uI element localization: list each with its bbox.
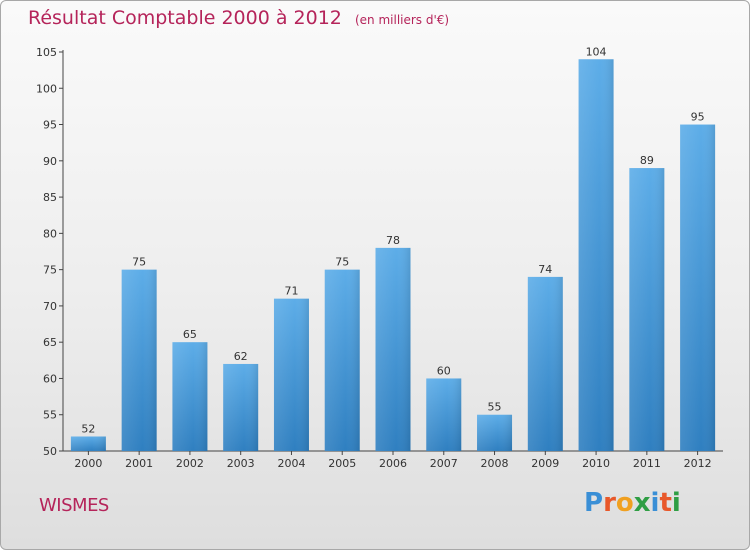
logo-letter: o — [615, 488, 634, 518]
logo-letter: i — [650, 488, 660, 518]
bar-shade — [223, 363, 259, 451]
data-label: 75 — [132, 256, 146, 269]
bar-shade — [629, 168, 665, 451]
bar-shade — [121, 269, 157, 451]
data-labels: 2000 52 2001 75 2002 65 2003 62 2004 71 2005 75 2006… — [74, 45, 711, 470]
x-tick-label: 2008 — [481, 457, 509, 470]
bar-shade — [578, 59, 614, 451]
x-tick-label: 2005 — [328, 457, 356, 470]
chart-title: Résultat Comptable 2000 à 2012 — [28, 7, 342, 29]
y-tick-label: 105 — [36, 46, 57, 59]
y-tick-label: 55 — [43, 409, 57, 422]
data-label: 60 — [437, 364, 451, 377]
logo-letter: i — [671, 488, 681, 518]
data-label: 65 — [183, 328, 197, 341]
bar-shade — [273, 298, 309, 451]
bar-shade — [477, 414, 513, 451]
y-tick-label: 75 — [43, 264, 57, 277]
y-tick-label: 100 — [36, 82, 57, 95]
data-label: 95 — [691, 111, 705, 124]
y-tick-label: 65 — [43, 336, 57, 349]
y-tick-label: 95 — [43, 119, 57, 132]
x-tick-label: 2006 — [379, 457, 407, 470]
x-tick-label: 2007 — [430, 457, 458, 470]
data-label: 104 — [586, 45, 607, 58]
data-label: 52 — [81, 422, 95, 435]
logo-letter: x — [633, 488, 651, 518]
bar-shade — [324, 269, 360, 451]
bar-shade — [426, 378, 462, 451]
x-tick-label: 2003 — [227, 457, 255, 470]
data-label: 75 — [335, 256, 349, 269]
data-label: 62 — [234, 350, 248, 363]
bar-shade — [375, 247, 411, 451]
data-label: 89 — [640, 154, 654, 167]
y-tick-label: 70 — [43, 300, 57, 313]
bar-shade — [527, 276, 563, 451]
proxiti-logo: Proxiti — [584, 488, 681, 518]
data-label: 78 — [386, 234, 400, 247]
logo-letter: P — [584, 488, 604, 518]
data-label: 55 — [488, 401, 502, 414]
bar-shade — [172, 342, 208, 451]
x-tick-label: 2011 — [633, 457, 661, 470]
x-tick-label: 2009 — [531, 457, 559, 470]
x-tick-label: 2010 — [582, 457, 610, 470]
y-tick-label: 90 — [43, 155, 57, 168]
data-label: 74 — [538, 263, 552, 276]
logo-letter: r — [603, 488, 616, 518]
title-row: Résultat Comptable 2000 à 2012 (en milli… — [28, 7, 449, 29]
x-tick-label: 2001 — [125, 457, 153, 470]
y-tick-label: 60 — [43, 372, 57, 385]
logo-letter: t — [659, 488, 672, 518]
y-tick-label: 85 — [43, 191, 57, 204]
x-tick-label: 2004 — [277, 457, 305, 470]
y-tick-label: 50 — [43, 445, 57, 458]
bars — [70, 59, 716, 451]
bar-shade — [70, 436, 106, 451]
x-tick-label: 2000 — [74, 457, 102, 470]
bar-shade — [680, 124, 716, 451]
place-name: WISMES — [39, 495, 109, 516]
x-tick-label: 2002 — [176, 457, 204, 470]
chart-subtitle: (en milliers d'€) — [354, 13, 450, 27]
data-label: 71 — [284, 285, 298, 298]
y-tick-label: 80 — [43, 227, 57, 240]
x-tick-label: 2012 — [684, 457, 712, 470]
